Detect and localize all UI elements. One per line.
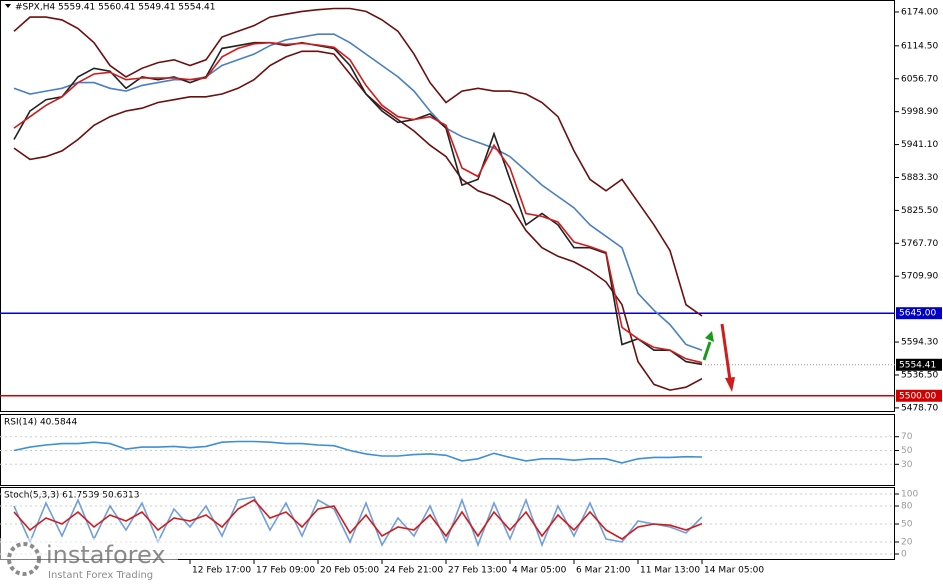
x-tick-label: 27 Feb 13:00 [448, 566, 507, 576]
series-line [13, 440, 703, 464]
y-tick-label: 6056.70 [901, 74, 938, 84]
level-label-bg [896, 307, 942, 320]
series-line [13, 7, 703, 317]
up-arrow-head [705, 331, 714, 342]
y-tick-label: 30 [901, 460, 913, 470]
stoch-title: Stoch(5,3,3) 61.7539 50.6313 [4, 491, 139, 501]
watermark-brand: instaforex [46, 541, 166, 569]
level-label-bg [896, 389, 942, 402]
y-tick-label: 6114.50 [901, 41, 938, 51]
y-tick-label: 70 [901, 432, 913, 442]
watermark-bg [0, 538, 178, 582]
x-tick-label: 17 Feb 09:00 [256, 566, 315, 576]
y-tick-label: 5594.30 [901, 338, 938, 348]
y-tick-label: 20 [901, 538, 913, 548]
x-tick-label: 14 Mar 05:00 [704, 566, 764, 576]
watermark-logo [7, 542, 41, 576]
down-arrow-head [725, 377, 735, 392]
last-price-label: 5554.41 [899, 360, 936, 370]
watermark-tagline: Instant Forex Trading [48, 570, 153, 581]
down-arrow [720, 323, 732, 381]
chart-title: #SPX,H4 5559.41 5560.41 5549.41 5554.41 [15, 3, 216, 13]
y-tick-label: 50 [901, 520, 913, 530]
series-line [13, 50, 703, 391]
y-tick-label: 0 [901, 550, 907, 560]
y-tick-label: 5767.70 [901, 239, 938, 249]
series-line [13, 33, 703, 351]
y-tick-label: 6174.00 [901, 7, 938, 17]
x-tick-label: 4 Mar 05:00 [512, 566, 567, 576]
x-tick-label: 12 Feb 17:00 [192, 566, 251, 576]
series-line [13, 496, 703, 548]
up-arrow [702, 341, 712, 361]
y-tick-label: 5478.70 [901, 403, 938, 413]
y-tick-label: 5536.50 [901, 370, 938, 380]
y-tick-label: 50 [901, 446, 913, 456]
menu-arrow [5, 4, 11, 8]
series-line [13, 41, 703, 366]
x-tick-label: 24 Feb 21:00 [384, 566, 443, 576]
x-tick-label: 11 Mar 13:00 [640, 566, 700, 576]
last-price-bg [896, 358, 942, 371]
x-tick-label: 6 Mar 21:00 [576, 566, 631, 576]
series-line [13, 498, 703, 540]
y-tick-label: 5883.30 [901, 173, 938, 183]
y-tick-label: 5998.90 [901, 107, 938, 117]
level-label: 5645.00 [899, 309, 936, 319]
y-tick-label: 5941.10 [901, 140, 938, 150]
level-label: 5500.00 [899, 391, 936, 401]
watermark: instaforex Instant Forex Trading [0, 538, 178, 582]
series-line [13, 41, 703, 364]
signal-arrows [702, 323, 735, 392]
y-tick-label: 5825.50 [901, 206, 938, 216]
y-tick-label: 100 [901, 490, 918, 500]
price-frame [0, 0, 895, 412]
x-tick-label: 20 Feb 05:00 [320, 566, 379, 576]
rsi-title: RSI(14) 40.5844 [4, 418, 77, 428]
y-tick-label: 80 [901, 502, 913, 512]
y-tick-label: 5709.90 [901, 272, 938, 282]
